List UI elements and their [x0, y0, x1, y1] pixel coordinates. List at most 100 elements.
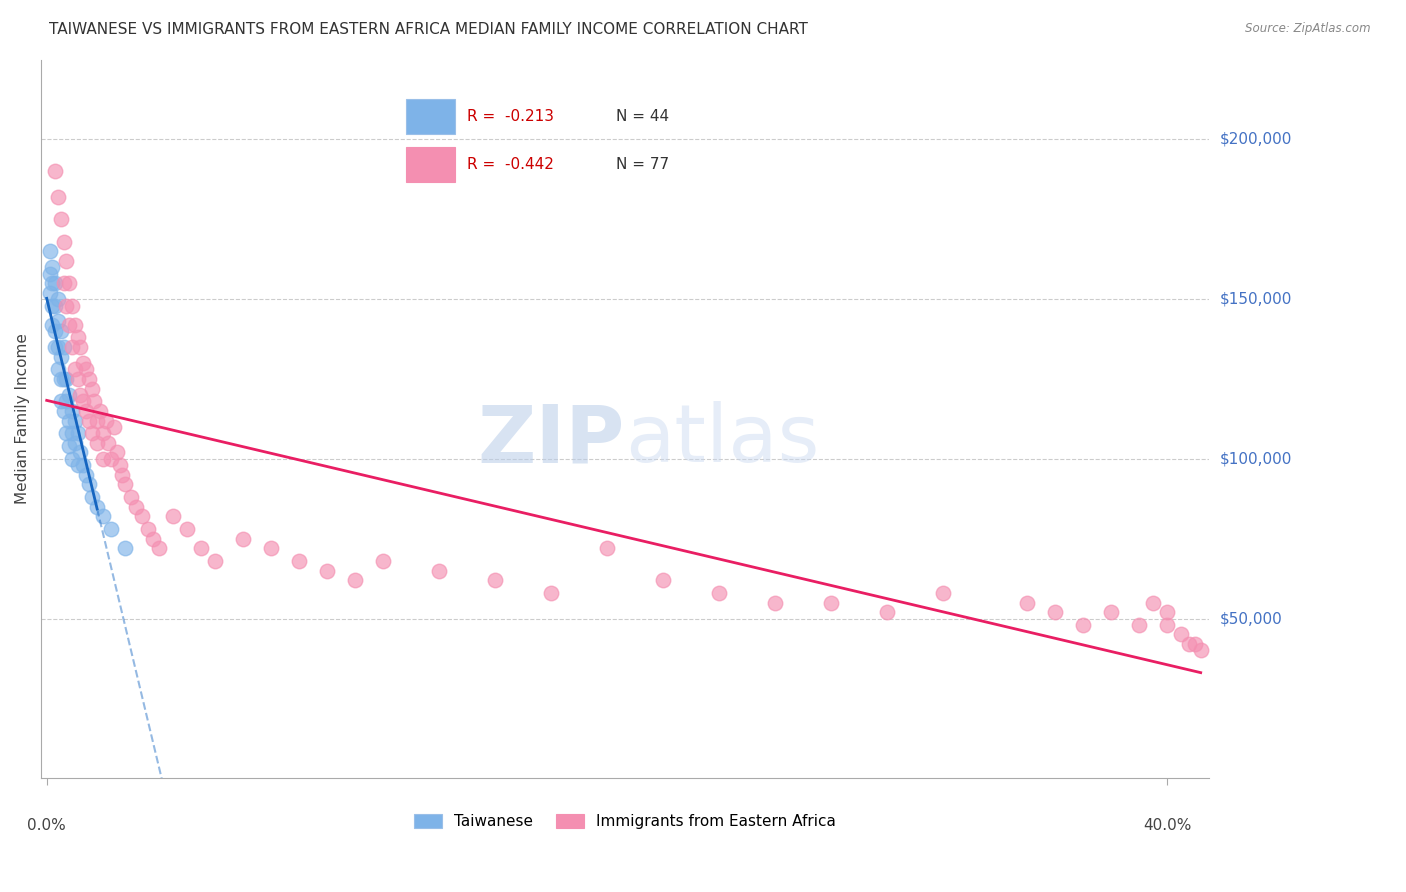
Point	[932, 586, 955, 600]
Point	[72, 394, 94, 409]
Point	[190, 541, 212, 556]
Point	[114, 541, 136, 556]
Point	[1178, 637, 1201, 651]
Point	[136, 522, 159, 536]
Point	[162, 509, 184, 524]
Text: $150,000: $150,000	[1220, 292, 1292, 307]
Point	[427, 564, 450, 578]
Y-axis label: Median Family Income: Median Family Income	[15, 334, 30, 504]
Point	[86, 435, 108, 450]
Text: atlas: atlas	[626, 401, 820, 480]
Point	[44, 299, 66, 313]
Point	[55, 299, 77, 313]
Point	[58, 276, 80, 290]
Point	[49, 324, 72, 338]
Point	[44, 340, 66, 354]
Point	[108, 458, 131, 473]
Point	[55, 426, 77, 441]
Point	[131, 509, 153, 524]
Point	[142, 532, 165, 546]
Point	[63, 413, 86, 427]
Point	[60, 426, 83, 441]
Text: $200,000: $200,000	[1220, 132, 1292, 147]
Point	[1156, 618, 1178, 632]
Point	[86, 500, 108, 514]
Point	[46, 190, 69, 204]
Point	[371, 554, 394, 568]
Point	[83, 394, 105, 409]
Point	[1184, 637, 1206, 651]
Point	[80, 426, 103, 441]
Text: ZIP: ZIP	[478, 401, 626, 480]
Point	[72, 458, 94, 473]
Point	[125, 500, 148, 514]
Point	[1071, 618, 1094, 632]
Point	[120, 490, 142, 504]
Point	[260, 541, 283, 556]
Point	[484, 573, 506, 587]
Point	[66, 330, 89, 344]
Point	[540, 586, 562, 600]
Point	[41, 260, 63, 275]
Point	[707, 586, 730, 600]
Point	[49, 372, 72, 386]
Point	[69, 388, 91, 402]
Point	[41, 299, 63, 313]
Point	[58, 318, 80, 332]
Point	[66, 458, 89, 473]
Point	[77, 372, 100, 386]
Point	[1142, 596, 1164, 610]
Point	[52, 404, 75, 418]
Point	[91, 451, 114, 466]
Point	[58, 413, 80, 427]
Point	[80, 382, 103, 396]
Legend: Taiwanese, Immigrants from Eastern Africa: Taiwanese, Immigrants from Eastern Afric…	[408, 808, 842, 835]
Point	[55, 394, 77, 409]
Point	[46, 314, 69, 328]
Point	[103, 420, 125, 434]
Point	[1043, 605, 1066, 619]
Point	[100, 522, 122, 536]
Point	[44, 164, 66, 178]
Point	[204, 554, 226, 568]
Point	[60, 451, 83, 466]
Text: TAIWANESE VS IMMIGRANTS FROM EASTERN AFRICA MEDIAN FAMILY INCOME CORRELATION CHA: TAIWANESE VS IMMIGRANTS FROM EASTERN AFR…	[49, 22, 808, 37]
Point	[1170, 627, 1192, 641]
Text: $100,000: $100,000	[1220, 451, 1292, 467]
Point	[49, 394, 72, 409]
Point	[114, 477, 136, 491]
Point	[66, 372, 89, 386]
Point	[58, 388, 80, 402]
Point	[63, 318, 86, 332]
Point	[66, 426, 89, 441]
Point	[89, 404, 111, 418]
Point	[75, 362, 97, 376]
Point	[49, 350, 72, 364]
Point	[49, 212, 72, 227]
Point	[288, 554, 311, 568]
Point	[111, 467, 134, 482]
Point	[1128, 618, 1150, 632]
Point	[763, 596, 786, 610]
Point	[315, 564, 337, 578]
Point	[46, 292, 69, 306]
Point	[38, 244, 60, 259]
Point	[232, 532, 254, 546]
Point	[86, 413, 108, 427]
Point	[1156, 605, 1178, 619]
Point	[1015, 596, 1038, 610]
Text: 40.0%: 40.0%	[1143, 818, 1191, 833]
Point	[876, 605, 898, 619]
Point	[52, 235, 75, 249]
Point	[46, 362, 69, 376]
Point	[100, 451, 122, 466]
Point	[69, 340, 91, 354]
Point	[52, 372, 75, 386]
Point	[55, 372, 77, 386]
Text: 0.0%: 0.0%	[27, 818, 66, 833]
Text: Source: ZipAtlas.com: Source: ZipAtlas.com	[1246, 22, 1371, 36]
Point	[72, 356, 94, 370]
Point	[63, 435, 86, 450]
Point	[41, 318, 63, 332]
Point	[77, 413, 100, 427]
